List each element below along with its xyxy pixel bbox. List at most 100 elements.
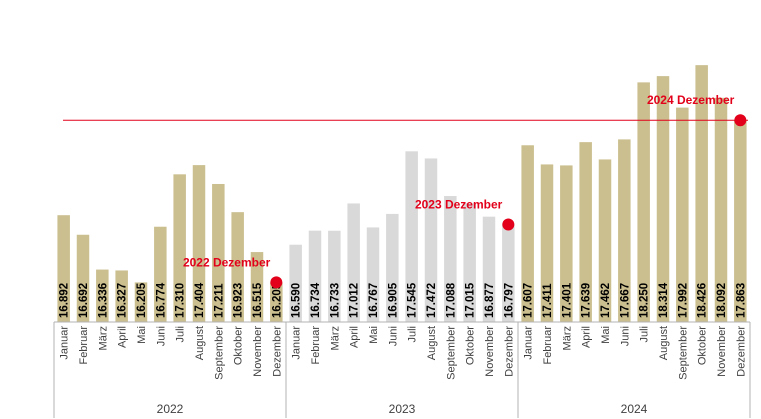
bar: [444, 196, 457, 322]
bar-value-label: 17.545: [407, 282, 419, 318]
bar-value-label: 17.667: [619, 283, 631, 318]
x-tick-label: März: [97, 326, 109, 350]
x-tick-label: Juni: [155, 326, 167, 346]
bar-value-label: 16.336: [97, 283, 109, 318]
bar-value-label: 16.877: [484, 283, 496, 318]
bar-value-label: 16.892: [59, 283, 71, 318]
bar-value-label: 16.733: [329, 283, 341, 318]
bar-value-label: 16.205: [136, 282, 148, 318]
markers-layer: 2022 Dezember 2023 Dezember 2024 Dezember: [183, 93, 747, 289]
bar: [521, 145, 534, 322]
bar: [618, 139, 631, 322]
bar: [134, 282, 148, 322]
bar-value-label: 17.863: [735, 283, 747, 318]
bar: [192, 165, 206, 322]
x-tick-label: Oktober: [465, 326, 477, 365]
bar: [347, 203, 360, 322]
bar-value-label: 18.092: [716, 283, 728, 318]
bar: [289, 244, 302, 322]
bar-value-label: 18.314: [658, 282, 670, 318]
bar: [598, 159, 612, 322]
x-tick-label: März: [561, 326, 573, 350]
bar-value-label: 16.923: [233, 283, 245, 318]
x-tick-label: November: [252, 326, 264, 377]
bar-value-label: 17.472: [426, 283, 438, 318]
x-tick-label: Juli: [407, 326, 419, 343]
bar-value-label: 16.905: [387, 282, 399, 318]
marker-label: 2024 Dezember: [647, 93, 735, 107]
bar-value-label: 17.012: [349, 283, 361, 318]
bar-value-label: 17.211: [213, 283, 225, 318]
bar: [676, 107, 689, 322]
bar: [212, 183, 225, 322]
year-label: 2024: [621, 402, 648, 416]
bar: [57, 215, 70, 322]
x-tick-label: Dezember: [503, 326, 515, 377]
bar: [695, 65, 708, 323]
bar-value-label: 16.205: [271, 282, 283, 318]
bar: [502, 224, 515, 322]
x-tick-label: Juni: [387, 326, 399, 346]
bar-value-label: 16.327: [117, 283, 129, 318]
bar: [270, 282, 283, 322]
x-axis: Januar Februar März April Mai Juni Juli August S…: [53, 321, 751, 418]
x-tick-label: April: [581, 326, 593, 348]
x-tick-label: Dezember: [735, 326, 747, 377]
year-label: 2023: [389, 402, 416, 416]
x-tick-label: Februar: [78, 326, 90, 365]
bar: [637, 82, 650, 322]
bar: [328, 230, 341, 322]
bar: [173, 174, 186, 322]
bar-value-label: 17.310: [175, 283, 187, 318]
x-tick-label: August: [194, 326, 206, 360]
bar-value-label: 17.607: [523, 283, 535, 318]
x-tick-label: Januar: [523, 326, 535, 360]
marker-dot: [270, 276, 283, 289]
x-tick-label: Juli: [639, 326, 651, 343]
x-tick-label: Dezember: [271, 326, 283, 377]
x-tick-label: November: [716, 326, 728, 377]
bar-value-label: 17.639: [581, 283, 593, 318]
bar: [231, 212, 244, 322]
bar: [482, 216, 496, 322]
x-tick-label: März: [329, 326, 341, 350]
x-tick-label: September: [677, 326, 689, 380]
bar: [386, 213, 399, 322]
bar: [76, 234, 90, 322]
x-tick-label: Juni: [619, 326, 631, 346]
x-tick-label: Februar: [310, 326, 322, 365]
year-label: 2022: [157, 402, 184, 416]
bar-value-label: 17.404: [194, 282, 206, 318]
bar: [250, 252, 264, 322]
bar-value-label: 16.774: [155, 282, 167, 318]
x-tick-label: Mai: [136, 326, 148, 344]
x-tick-label: Juli: [175, 326, 187, 343]
x-tick-label: November: [484, 326, 496, 377]
bar: [656, 76, 670, 322]
x-tick-label: Mai: [600, 326, 612, 344]
x-tick-label: Januar: [291, 326, 303, 360]
bar-value-label: 17.992: [677, 283, 689, 318]
bar: [560, 165, 573, 322]
bar-value-label: 18.250: [639, 283, 651, 318]
bar-value-label: 16.590: [291, 283, 303, 318]
x-tick-label: September: [445, 326, 457, 380]
bar-value-label: 16.692: [78, 283, 90, 318]
bar-value-label: 17.088: [445, 282, 457, 318]
x-tick-label: August: [658, 326, 670, 360]
bar: [463, 203, 476, 322]
bar-value-label: 16.515: [252, 282, 264, 318]
bar: [96, 269, 109, 322]
bar: [405, 151, 418, 322]
bar: [115, 270, 128, 322]
bar: [366, 227, 380, 322]
x-tick-label: September: [213, 326, 225, 380]
marker-label: 2022 Dezember: [183, 255, 271, 269]
bar-value-label: 17.411: [542, 283, 554, 318]
x-tick-label: Januar: [59, 326, 71, 360]
bar: [579, 142, 592, 322]
bar: [714, 97, 728, 322]
x-tick-label: August: [426, 326, 438, 360]
bar: [154, 226, 167, 322]
